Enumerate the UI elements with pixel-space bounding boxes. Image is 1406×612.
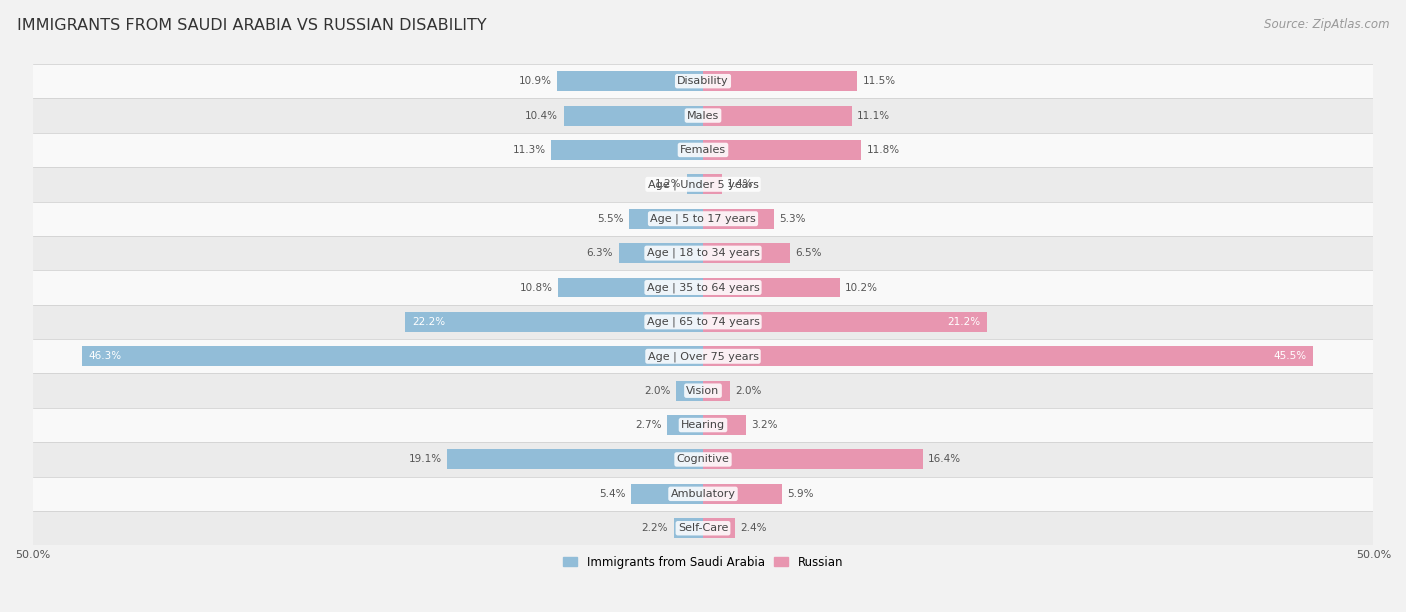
- Text: 5.5%: 5.5%: [598, 214, 624, 224]
- Bar: [703, 209, 775, 229]
- Text: 22.2%: 22.2%: [412, 317, 446, 327]
- Text: 5.3%: 5.3%: [779, 214, 806, 224]
- Bar: [666, 415, 703, 435]
- Text: 11.1%: 11.1%: [858, 111, 890, 121]
- Text: 11.8%: 11.8%: [866, 145, 900, 155]
- Text: 2.2%: 2.2%: [641, 523, 668, 533]
- Text: 11.5%: 11.5%: [862, 76, 896, 86]
- Text: Age | 65 to 74 years: Age | 65 to 74 years: [647, 316, 759, 327]
- Bar: [703, 243, 790, 263]
- Bar: [703, 106, 852, 125]
- Bar: [703, 484, 782, 504]
- Bar: [32, 442, 1374, 477]
- Text: Self-Care: Self-Care: [678, 523, 728, 533]
- Bar: [551, 140, 703, 160]
- Text: 6.3%: 6.3%: [586, 248, 613, 258]
- Text: 10.8%: 10.8%: [520, 283, 553, 293]
- Bar: [703, 71, 858, 91]
- Text: 2.7%: 2.7%: [636, 420, 661, 430]
- Bar: [630, 209, 703, 229]
- Bar: [32, 305, 1374, 339]
- Text: Hearing: Hearing: [681, 420, 725, 430]
- Text: 5.4%: 5.4%: [599, 489, 626, 499]
- Bar: [676, 381, 703, 401]
- Text: Age | 18 to 34 years: Age | 18 to 34 years: [647, 248, 759, 258]
- Bar: [447, 449, 703, 469]
- Bar: [703, 518, 735, 538]
- Text: 45.5%: 45.5%: [1274, 351, 1306, 361]
- Text: Disability: Disability: [678, 76, 728, 86]
- Bar: [557, 71, 703, 91]
- Bar: [564, 106, 703, 125]
- Text: 21.2%: 21.2%: [948, 317, 980, 327]
- Bar: [32, 511, 1374, 545]
- Bar: [631, 484, 703, 504]
- Bar: [703, 312, 987, 332]
- Bar: [619, 243, 703, 263]
- Text: Age | 35 to 64 years: Age | 35 to 64 years: [647, 282, 759, 293]
- Text: 10.2%: 10.2%: [845, 283, 879, 293]
- Bar: [703, 277, 839, 297]
- Text: Age | Under 5 years: Age | Under 5 years: [648, 179, 758, 190]
- Text: 2.0%: 2.0%: [644, 386, 671, 396]
- Text: Age | 5 to 17 years: Age | 5 to 17 years: [650, 214, 756, 224]
- Text: 1.2%: 1.2%: [655, 179, 682, 189]
- Bar: [32, 236, 1374, 271]
- Text: Cognitive: Cognitive: [676, 455, 730, 465]
- Bar: [32, 271, 1374, 305]
- Bar: [32, 477, 1374, 511]
- Text: Source: ZipAtlas.com: Source: ZipAtlas.com: [1264, 18, 1389, 31]
- Text: IMMIGRANTS FROM SAUDI ARABIA VS RUSSIAN DISABILITY: IMMIGRANTS FROM SAUDI ARABIA VS RUSSIAN …: [17, 18, 486, 34]
- Legend: Immigrants from Saudi Arabia, Russian: Immigrants from Saudi Arabia, Russian: [558, 551, 848, 573]
- Bar: [32, 373, 1374, 408]
- Text: 16.4%: 16.4%: [928, 455, 962, 465]
- Bar: [32, 133, 1374, 167]
- Text: 6.5%: 6.5%: [796, 248, 823, 258]
- Bar: [32, 339, 1374, 373]
- Bar: [32, 99, 1374, 133]
- Text: Ambulatory: Ambulatory: [671, 489, 735, 499]
- Bar: [703, 381, 730, 401]
- Bar: [32, 408, 1374, 442]
- Text: 5.9%: 5.9%: [787, 489, 814, 499]
- Text: 2.0%: 2.0%: [735, 386, 762, 396]
- Bar: [703, 140, 862, 160]
- Text: Females: Females: [681, 145, 725, 155]
- Text: Age | Over 75 years: Age | Over 75 years: [648, 351, 758, 362]
- Text: 11.3%: 11.3%: [513, 145, 546, 155]
- Bar: [32, 201, 1374, 236]
- Text: 10.9%: 10.9%: [519, 76, 551, 86]
- Bar: [703, 346, 1313, 366]
- Bar: [703, 174, 721, 194]
- Bar: [405, 312, 703, 332]
- Bar: [688, 174, 703, 194]
- Text: 46.3%: 46.3%: [89, 351, 122, 361]
- Bar: [703, 449, 922, 469]
- Text: 1.4%: 1.4%: [727, 179, 754, 189]
- Bar: [32, 167, 1374, 201]
- Text: 3.2%: 3.2%: [751, 420, 778, 430]
- Bar: [558, 277, 703, 297]
- Bar: [673, 518, 703, 538]
- Bar: [32, 64, 1374, 99]
- Bar: [703, 415, 747, 435]
- Text: 10.4%: 10.4%: [526, 111, 558, 121]
- Text: Vision: Vision: [686, 386, 720, 396]
- Text: Males: Males: [688, 111, 718, 121]
- Bar: [82, 346, 703, 366]
- Text: 19.1%: 19.1%: [408, 455, 441, 465]
- Text: 2.4%: 2.4%: [741, 523, 768, 533]
